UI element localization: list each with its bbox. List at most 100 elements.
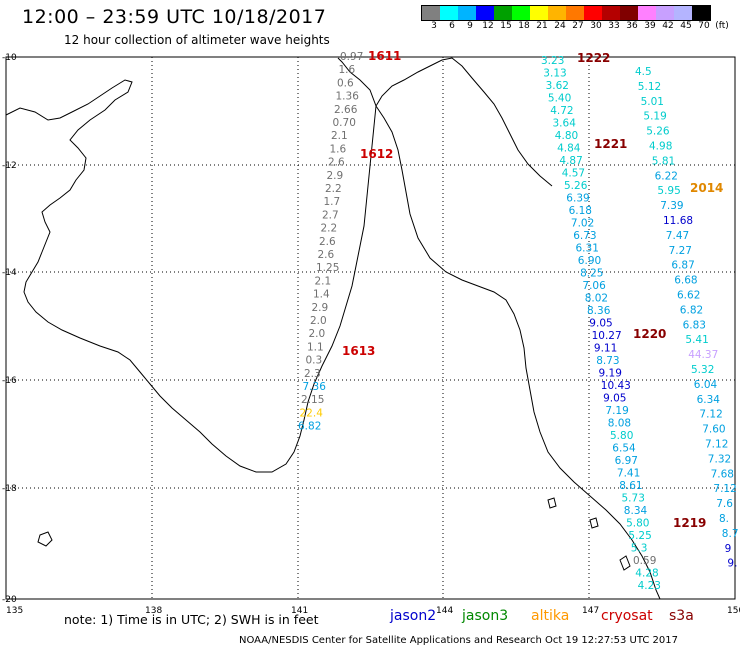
color-scale-tick: 3 xyxy=(431,21,437,31)
color-scale-cell xyxy=(548,6,566,20)
wave-height-label: 7.39 xyxy=(660,200,683,212)
wave-height-label: 5.40 xyxy=(548,93,571,105)
wave-height-label: 6.39 xyxy=(566,193,589,205)
coastline-path xyxy=(547,497,557,509)
color-scale-tick: 27 xyxy=(572,21,584,31)
wave-height-label: 6.68 xyxy=(674,275,697,287)
coastline-path xyxy=(37,531,53,547)
wave-height-label: 4.5 xyxy=(635,66,652,78)
wave-height-label: 1.6 xyxy=(330,143,347,155)
color-scale-cell xyxy=(566,6,584,20)
wave-height-label: 2.2 xyxy=(321,223,338,235)
coastline-path xyxy=(619,555,631,571)
wave-height-label: 44.37 xyxy=(688,349,718,361)
wave-height-label: 8.02 xyxy=(585,293,608,305)
wave-height-label: 2.6 xyxy=(328,157,345,169)
wave-height-label: 2.0 xyxy=(309,328,326,340)
wave-height-label: 5.01 xyxy=(641,96,664,108)
wave-height-label: 0.70 xyxy=(333,117,356,129)
wave-height-label: 4.57 xyxy=(562,168,585,180)
wave-height-label: 6.73 xyxy=(573,230,596,242)
wave-height-label: 6.31 xyxy=(576,243,599,255)
wave-height-label: 7.02 xyxy=(571,218,594,230)
color-scale-tick: 70 xyxy=(698,21,710,31)
coastline-path xyxy=(589,517,599,529)
wave-height-label: 2.2 xyxy=(325,183,342,195)
lat-label: -18 xyxy=(2,484,17,494)
wave-height-label: 6.18 xyxy=(569,205,592,217)
wave-height-label: 2.6 xyxy=(318,249,335,261)
wave-height-label: 6.04 xyxy=(694,379,718,391)
wave-height-label: 8.25 xyxy=(580,268,603,280)
wave-height-label: 4.80 xyxy=(555,130,578,142)
cycle-label: 1219 xyxy=(673,516,706,530)
wave-height-label: 6.82 xyxy=(298,421,321,433)
color-scale-cell xyxy=(620,6,638,20)
wave-height-label: 7.68 xyxy=(711,468,734,480)
wave-height-label: 9. xyxy=(727,558,737,570)
wave-height-label: 7.32 xyxy=(708,453,731,465)
coastline-path xyxy=(5,57,377,473)
wave-height-label: 5.12 xyxy=(638,81,661,93)
wave-height-label: 5.73 xyxy=(622,493,645,505)
color-scale-cell xyxy=(584,6,602,20)
color-scale-tick: 9 xyxy=(467,21,473,31)
coastline xyxy=(5,57,661,600)
wave-height-label: 8.36 xyxy=(587,305,611,317)
legend-item-altika: altika xyxy=(531,608,570,624)
color-scale-tick: 45 xyxy=(680,21,692,31)
wave-height-label: 7.27 xyxy=(669,245,692,257)
wave-height-label: 10.27 xyxy=(592,330,622,342)
color-scale-cell xyxy=(458,6,476,20)
wave-height-label: 4.72 xyxy=(550,105,573,117)
wave-height-label: 22.4 xyxy=(300,407,324,419)
color-scale-ticks: 3 6 9 12 15 18 21 24 27 30 33 36 39 42 45 70 (ft) xyxy=(421,21,731,35)
wave-height-label: 5.80 xyxy=(610,430,633,442)
color-scale-cell xyxy=(692,6,710,20)
wave-height-label: 5.80 xyxy=(626,518,649,530)
wave-height-label: 2.3 xyxy=(304,368,321,380)
wave-height-label: 7.19 xyxy=(605,405,628,417)
legend-item-s3a: s3a xyxy=(669,608,694,624)
color-scale-cell xyxy=(440,6,458,20)
cycle-label: 1222 xyxy=(577,51,610,65)
wave-height-label: 1.25 xyxy=(316,262,339,274)
wave-height-label: 2.0 xyxy=(310,315,327,327)
wave-height-label: 6.34 xyxy=(697,394,721,406)
wave-height-label: 4.23 xyxy=(638,580,661,592)
wave-height-label: 2.66 xyxy=(334,104,358,116)
color-scale-tick: 24 xyxy=(554,21,566,31)
color-scale-cell xyxy=(656,6,674,20)
wave-height-label: 6.87 xyxy=(671,260,694,272)
wave-height-label: 6.90 xyxy=(578,255,601,267)
wave-height-label: 8.08 xyxy=(608,418,631,430)
chart-title: 12:00 – 23:59 UTC 10/18/2017 xyxy=(22,6,327,28)
wave-height-label: 5.32 xyxy=(691,364,714,376)
wave-height-label: 7.6 xyxy=(716,498,733,510)
lon-label: 147 xyxy=(582,606,599,616)
lon-label: 135 xyxy=(6,606,23,616)
color-scale-cell xyxy=(422,6,440,20)
color-scale-cell xyxy=(494,6,512,20)
wave-height-label: 9 xyxy=(725,543,732,555)
wave-height-label: 5.3 xyxy=(631,543,648,555)
color-scale-tick: 15 xyxy=(500,21,512,31)
lat-label: -16 xyxy=(2,376,17,386)
color-scale-tick: 36 xyxy=(626,21,638,31)
wave-height-label: 2.1 xyxy=(315,275,332,287)
wave-height-label: 4.98 xyxy=(649,141,672,153)
wave-height-label: 11.68 xyxy=(663,215,693,227)
color-scale-cell xyxy=(602,6,620,20)
wave-height-label: 6.22 xyxy=(655,170,678,182)
cycle-label: 1612 xyxy=(360,147,393,161)
wave-height-label: 4.28 xyxy=(635,568,658,580)
wave-height-label: 6.54 xyxy=(612,443,636,455)
wave-height-label: 6.83 xyxy=(683,319,706,331)
wave-height-label: 1.6 xyxy=(339,64,356,76)
credit-line: NOAA/NESDIS Center for Satellite Applica… xyxy=(239,635,678,646)
lon-label: 150 xyxy=(727,606,740,616)
lat-label: -10 xyxy=(2,53,17,63)
wave-height-label: 8.61 xyxy=(619,480,642,492)
wave-height-label: 7.47 xyxy=(666,230,689,242)
wave-height-label: 6.62 xyxy=(677,290,700,302)
